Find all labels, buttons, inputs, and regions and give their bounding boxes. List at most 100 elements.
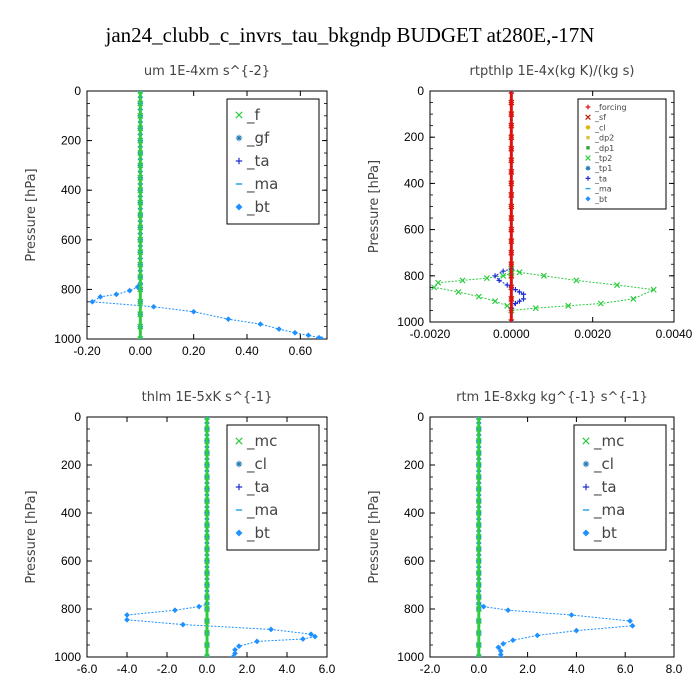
legend-label: _ma [246, 175, 278, 194]
data-point-tp2 [614, 282, 621, 289]
legend-label: _cl [246, 455, 267, 474]
y-axis-label: Pressure [hPa] [24, 168, 39, 261]
data-point-ta [520, 296, 527, 302]
y-tick-label: 0 [74, 410, 81, 424]
legend-label: _bt [594, 195, 607, 204]
y-tick-label: 600 [404, 223, 424, 237]
series-layer [89, 91, 325, 339]
data-point-bt [318, 336, 325, 339]
chart-panel-4: rtm 1E-8xkg kg^{-1} s^{-1} Pressure [hPa]… [367, 390, 683, 676]
data-point-tp2 [431, 284, 438, 291]
legend-marker-ta [235, 157, 243, 165]
panel-title: rtm 1E-8xkg kg^{-1} s^{-1} [456, 390, 648, 405]
x-tick-label: 2.0 [519, 662, 536, 676]
data-point-ta [504, 282, 510, 288]
data-point-bt [124, 612, 130, 618]
figure-title: jan24_clubb_c_invrs_tau_bkgndp BUDGET at… [105, 23, 595, 47]
data-point-bt [172, 607, 178, 614]
x-tick-label: 4.0 [568, 662, 585, 676]
y-tick-label: 1000 [54, 332, 81, 346]
x-tick-label: 0.0020 [574, 327, 611, 341]
x-tick-label: -0.20 [73, 344, 101, 358]
legend-label: _ma [594, 185, 612, 194]
chart-panel-1: um 1E-4xm s^{-2} Pressure [hPa] 0 200 400 600… [24, 64, 328, 358]
legend-marker-dp2 [586, 135, 590, 140]
legend-marker-cl [585, 125, 591, 130]
y-tick-label: 200 [61, 458, 81, 472]
data-point-tp2 [532, 305, 539, 312]
y-tick-label: 200 [404, 458, 424, 472]
data-point-bt [500, 640, 507, 647]
data-point-bt [150, 303, 157, 310]
data-point-tp2 [597, 300, 604, 307]
data-point-bt [236, 643, 242, 650]
data-point-bt [97, 293, 104, 300]
series-layer [431, 91, 657, 322]
data-point-bt [627, 618, 634, 624]
y-tick-label: 1000 [397, 650, 424, 664]
legend-label: _ta [593, 478, 617, 497]
legend-label: _f [246, 106, 261, 125]
series-line-tp2 [433, 268, 656, 311]
data-point-ta [512, 300, 518, 307]
data-point-tp2 [540, 272, 547, 279]
data-point-tp2 [630, 295, 637, 302]
data-point-bt [629, 622, 636, 629]
x-tick-label: 0.40 [235, 344, 259, 358]
data-point-bt [230, 654, 236, 657]
legend-label: _dp2 [594, 134, 614, 143]
data-point-tp2 [455, 288, 462, 295]
legend-label: _bt [246, 198, 270, 217]
legend-marker-bt [235, 529, 243, 537]
y-tick-label: 800 [61, 282, 81, 296]
data-point-bt [126, 287, 133, 294]
legend-box [573, 424, 667, 551]
legend-marker-tp1 [585, 165, 591, 171]
data-point-bt [124, 616, 130, 623]
legend-box [226, 98, 320, 225]
y-tick-label: 400 [404, 176, 424, 190]
legend-marker-cl [235, 460, 243, 468]
legend-label: _gf [246, 129, 270, 148]
legend: _mc _cl _ta _ma _bt [226, 424, 320, 551]
x-tick-label: 6.0 [617, 662, 634, 676]
y-tick-label: 800 [404, 602, 424, 616]
legend-marker-mc [235, 437, 243, 445]
legend-marker-ta [235, 483, 243, 491]
y-tick-label: 600 [61, 554, 81, 568]
legend-marker-f [235, 111, 243, 119]
y-tick-label: 1000 [397, 315, 424, 329]
legend-label: _ta [594, 174, 607, 183]
x-tick-label: 0.0 [199, 662, 216, 676]
legend-label: _mc [246, 432, 277, 451]
legend-marker-dp1 [586, 146, 590, 150]
legend-label: _forcing [594, 103, 627, 112]
legend-label: _ta [246, 152, 270, 171]
data-point-bt [292, 329, 298, 336]
series-line-bt [90, 91, 322, 339]
legend-marker-sf [585, 114, 591, 121]
y-tick-label: 600 [404, 554, 424, 568]
data-point-bt [510, 637, 516, 644]
data-point-ta [496, 277, 502, 284]
data-point-ta [516, 298, 523, 304]
chart-panel-3: thlm 1E-5xK s^{-1} Pressure [hPa] 0 200 400 6… [24, 390, 336, 676]
data-point-ta [516, 289, 523, 295]
y-tick-label: 800 [404, 269, 424, 283]
legend-label: _sf [594, 113, 606, 122]
x-tick-label: 8.0 [666, 662, 683, 676]
legend-marker-mc [582, 437, 590, 445]
x-tick-label: -0.0020 [410, 327, 451, 341]
x-tick-label: 0.00 [129, 344, 153, 358]
x-tick-label: -4.0 [117, 662, 138, 676]
data-point-bt [305, 332, 312, 339]
x-tick-label: 0.20 [182, 344, 206, 358]
y-tick-label: 600 [61, 233, 81, 247]
data-point-bt [308, 631, 314, 638]
legend-label: _tp2 [594, 154, 612, 163]
y-tick-label: 400 [61, 183, 81, 197]
legend-marker-ta [585, 176, 591, 181]
data-point-bt [190, 308, 197, 315]
legend-box [577, 98, 667, 210]
